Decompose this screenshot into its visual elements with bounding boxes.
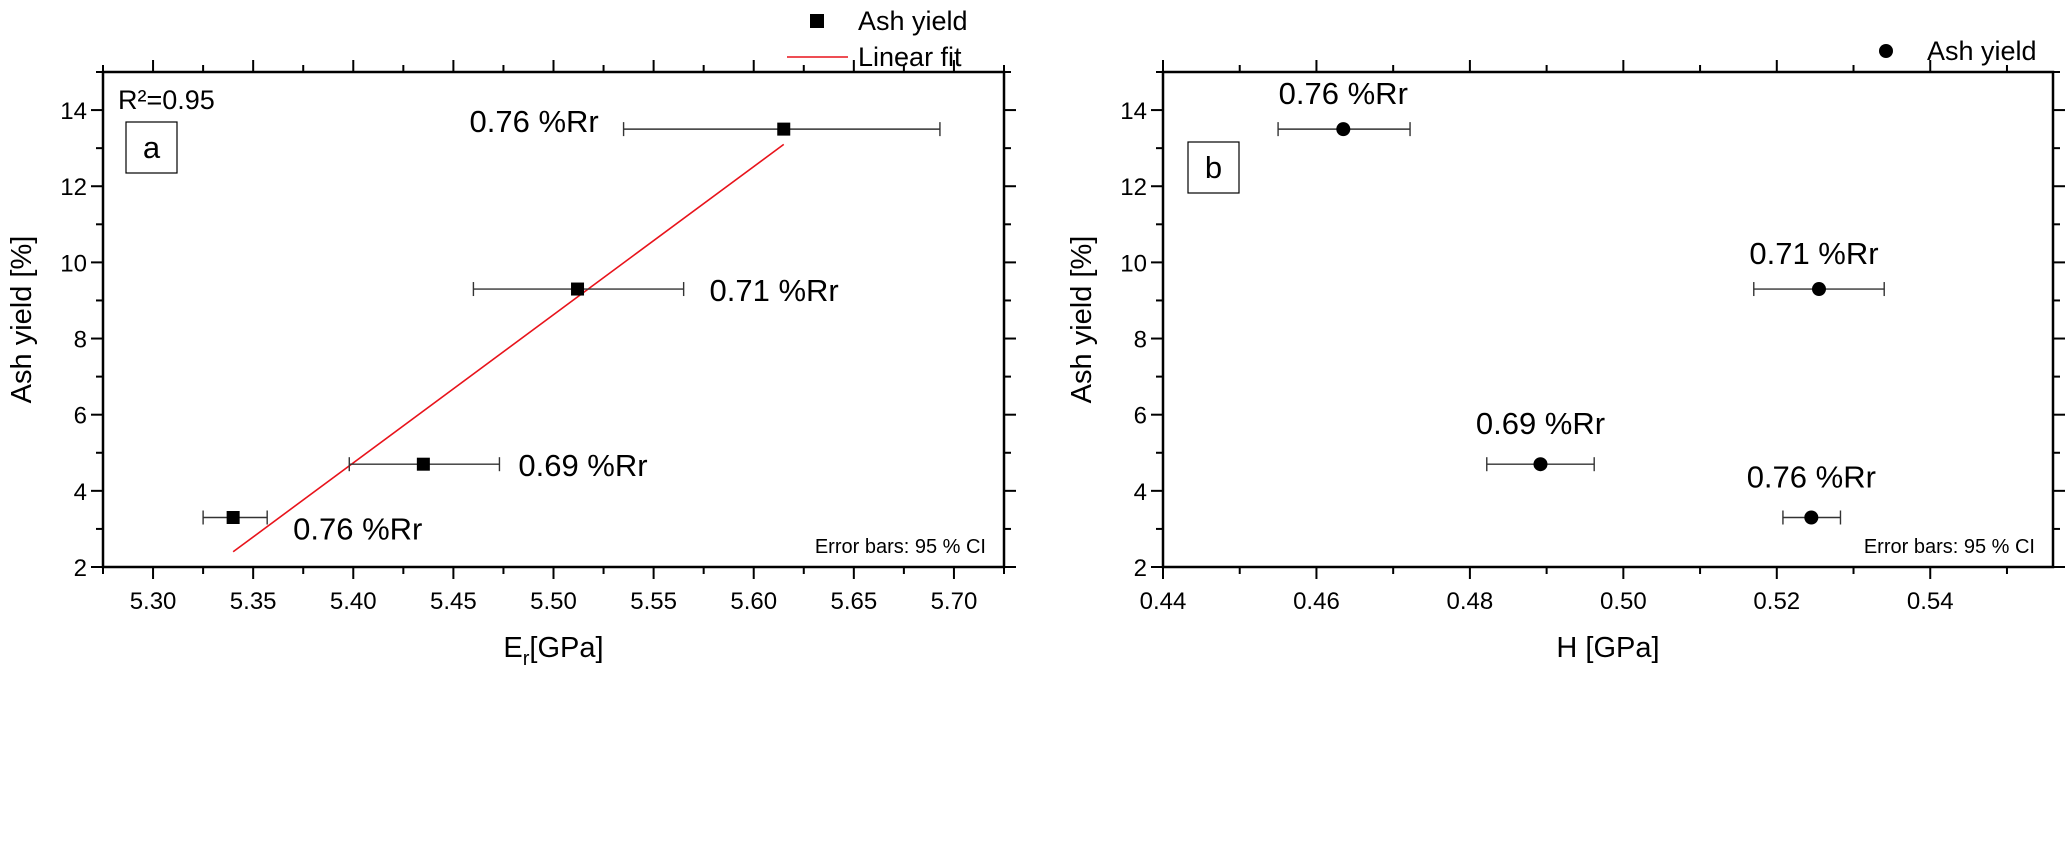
y-tick-label: 10 [60,250,87,277]
point-label: 0.76 %Rr [470,104,599,139]
square-marker [777,122,791,136]
panel-b-y-tick-labels: 2 4 6 8 10 12 14 [1120,98,1147,582]
point-label: 0.71 %Rr [710,273,839,308]
square-marker [226,511,240,524]
y-tick-label: 10 [1120,250,1147,277]
circle-marker [1533,457,1548,472]
x-tick-label: 5.55 [630,588,677,615]
x-tick-label: 0.48 [1447,588,1494,615]
x-tick-label: 5.60 [730,588,777,615]
square-marker [571,282,585,296]
panel-a-y-tick-labels: 2 4 6 8 10 12 14 [60,98,87,582]
legend-ash-yield-label: Ash yield [1927,36,2037,66]
y-tick-label: 2 [74,555,87,582]
panel-a-data-points: 0.76 %Rr 0.69 %Rr 0.71 %Rr 0.76 %Rr [202,104,941,547]
point-label: 0.69 %Rr [518,448,647,483]
panel-a-label-box: a [125,121,178,174]
panel-b-ticks [1151,60,2065,579]
x-tick-label: 0.50 [1600,588,1647,615]
point-label: 0.71 %Rr [1749,236,1878,271]
point-label: 0.69 %Rr [1476,406,1605,441]
panel-b-plot-frame [1161,70,2055,569]
y-tick-label: 8 [74,327,87,354]
panel-a-x-axis-label: Er[GPa] [503,632,603,670]
panel-a-error-bar-note: Error bars: 95 % CI [815,536,986,558]
data-point-3: 0.69 %Rr [1476,406,1605,472]
panel-b-x-axis-label: H [GPa] [1556,632,1659,664]
x-tick-label: 5.65 [830,588,877,615]
x-tick-label: 0.46 [1293,588,1340,615]
legend-ash-yield-label: Ash yield [858,6,968,36]
legend-square-marker [810,14,824,28]
panel-b-label-box: b [1187,141,1240,194]
panel-a-plot-frame [101,70,1006,569]
circle-marker [1811,282,1826,297]
circle-marker [1336,122,1351,137]
y-tick-label: 12 [1120,174,1147,201]
data-point-1: 0.76 %Rr [1277,76,1411,137]
point-label: 0.76 %Rr [1747,460,1876,495]
legend-circle-marker [1879,44,1893,58]
y-tick-label: 6 [74,403,87,430]
panel-b-error-bar-note: Error bars: 95 % CI [1864,536,2035,558]
x-tick-label: 5.40 [330,588,377,615]
panel-a-x-tick-labels: 5.30 5.35 5.40 5.45 5.50 5.55 5.60 5.65 5.70 [130,588,978,615]
panel-b-legend: Ash yield [1879,36,2037,66]
y-tick-label: 2 [1134,555,1147,582]
x-tick-label: 0.52 [1753,588,1800,615]
x-tick-label: 5.30 [130,588,177,615]
data-point-2: 0.69 %Rr [348,448,648,483]
panel-b-letter: b [1205,150,1222,185]
panel-a: 5.30 5.35 5.40 5.45 5.50 5.55 5.60 5.65 5.70 2 4 6… [6,6,1016,670]
panel-b-y-axis-label: Ash yield [%] [1066,236,1098,404]
x-tick-label: 0.54 [1907,588,1954,615]
panel-a-x-label-main: E [503,632,522,664]
data-point-4: 0.76 %Rr [1747,460,1876,525]
point-label: 0.76 %Rr [293,512,422,547]
panel-a-legend: Ash yield Linear fit [787,6,968,72]
x-tick-label: 5.50 [530,588,577,615]
x-tick-label: 5.45 [430,588,477,615]
circle-marker [1804,510,1819,525]
panel-a-r-squared: R²=0.95 [118,85,215,115]
y-tick-label: 14 [1120,98,1147,125]
panel-a-letter: a [143,130,161,165]
panel-b: 0.44 0.46 0.48 0.50 0.52 0.54 2 4 6 8 10 12 14 0.76… [1066,36,2065,664]
data-point-2: 0.71 %Rr [1749,236,1885,297]
x-tick-label: 5.70 [931,588,978,615]
y-tick-label: 4 [1134,479,1147,506]
legend-linear-fit-label: Linear fit [858,42,962,72]
panel-a-y-axis-label: Ash yield [%] [6,236,38,404]
panel-a-x-label-subscript: r [523,648,530,670]
square-marker [416,457,430,471]
panel-a-linear-fit-line [232,143,785,553]
data-point-4: 0.76 %Rr [470,104,941,139]
y-tick-label: 8 [1134,327,1147,354]
data-point-1: 0.76 %Rr [202,510,422,547]
panel-b-x-tick-labels: 0.44 0.46 0.48 0.50 0.52 0.54 [1140,588,1954,615]
x-tick-label: 5.35 [230,588,277,615]
x-tick-label: 0.44 [1140,588,1187,615]
panel-b-data-points: 0.76 %Rr 0.71 %Rr 0.69 %Rr 0.76 %Rr [1277,76,1885,525]
data-point-3: 0.71 %Rr [472,273,839,308]
y-tick-label: 14 [60,98,87,125]
panel-a-x-label-unit: [GPa] [529,632,603,664]
y-tick-label: 12 [60,174,87,201]
point-label: 0.76 %Rr [1279,76,1408,111]
y-tick-label: 6 [1134,403,1147,430]
y-tick-label: 4 [74,479,87,506]
